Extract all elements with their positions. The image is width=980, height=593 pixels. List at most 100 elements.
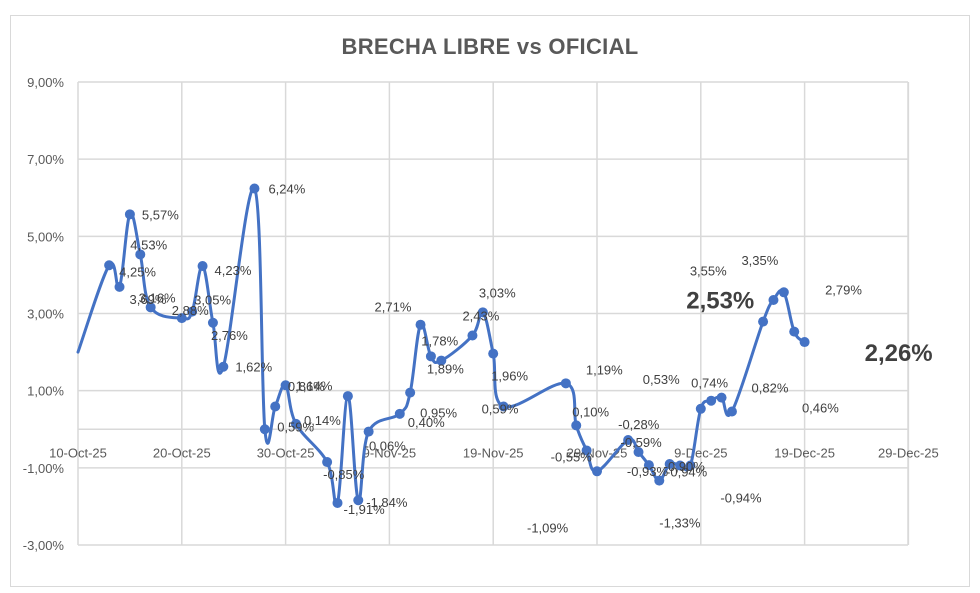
data-label: 2,71% (375, 300, 412, 315)
y-tick-label: -1,00% (23, 461, 65, 476)
data-point (778, 287, 789, 298)
data-label: -0,94% (666, 465, 708, 480)
data-point (675, 460, 686, 471)
data-label: 2,79% (825, 283, 862, 298)
y-tick-label: 5,00% (27, 229, 64, 244)
data-label: 4,23% (215, 263, 252, 278)
y-tick-label: 9,00% (27, 75, 64, 90)
data-point (197, 261, 208, 272)
data-point (706, 395, 717, 406)
data-point (685, 460, 696, 471)
y-tick-label: 7,00% (27, 152, 64, 167)
data-label: 1,62% (235, 360, 272, 375)
data-point (415, 319, 426, 330)
data-point (467, 330, 478, 341)
data-point (176, 313, 187, 324)
data-label: 3,05% (194, 293, 231, 308)
x-tick-label: 20-Oct-25 (153, 445, 211, 460)
data-label: 2,43% (462, 308, 499, 323)
data-labels: 4,25% 3,69% 5,57% 4,53% 3,16%2,88%3,05% 4,23%… (119, 181, 933, 535)
chart-frame (10, 15, 970, 587)
data-point (633, 447, 644, 458)
chart-title: BRECHA LIBRE vs OFICIAL (341, 34, 639, 59)
data-label: -0,06% (365, 439, 407, 454)
data-label: 1,78% (421, 334, 458, 349)
data-point (394, 408, 405, 419)
x-tick-label: 19-Dec-25 (774, 445, 835, 460)
data-label: -0,94% (720, 491, 762, 506)
data-label: -1,84% (366, 495, 408, 510)
data-label: 0,74% (691, 376, 728, 391)
data-label: 2,76% (211, 328, 248, 343)
data-point (280, 380, 291, 391)
data-label: -0,85% (323, 467, 365, 482)
data-point (290, 418, 301, 429)
data-label: 0,10% (572, 404, 609, 419)
y-tick-label: -3,00% (23, 538, 65, 553)
data-point (789, 326, 800, 337)
data-point (592, 466, 602, 477)
data-label: 3,69% (130, 292, 167, 307)
data-markers (104, 183, 810, 508)
data-point (104, 260, 115, 271)
data-point (135, 249, 146, 260)
data-point (799, 337, 810, 348)
x-tick-label: 10-Oct-25 (49, 445, 107, 460)
gridlines (77, 81, 910, 546)
data-label: 0,82% (752, 381, 789, 396)
data-point (249, 183, 260, 194)
data-point (716, 392, 727, 403)
data-label: 0,14% (304, 413, 341, 428)
data-point (560, 378, 571, 389)
data-point (332, 497, 343, 508)
data-label: 3,16% (139, 290, 176, 305)
data-label: 3,03% (479, 285, 516, 300)
data-label: 2,53% (686, 288, 754, 315)
data-label: 1,96% (491, 369, 528, 384)
data-point (270, 401, 281, 412)
data-point (623, 435, 634, 446)
data-label: 3,35% (741, 253, 778, 268)
data-label: 0,53% (643, 372, 680, 387)
data-point (726, 406, 737, 417)
data-point (571, 420, 582, 431)
data-point (477, 307, 488, 318)
data-point (124, 209, 135, 220)
data-point (218, 361, 229, 372)
data-label: 0,46% (802, 401, 839, 416)
data-label: 0,59% (277, 419, 314, 434)
data-point (436, 355, 447, 366)
data-label: 1,19% (586, 362, 623, 377)
data-label: 3,55% (690, 263, 727, 278)
data-point (187, 306, 198, 317)
data-label: -0,90% (664, 459, 706, 474)
data-label: -1,33% (659, 516, 701, 531)
x-axis-ticks: 10-Oct-25 20-Oct-25 30-Oct-25 9-Nov-25 19-No… (49, 445, 939, 460)
data-label: -0,59% (621, 435, 663, 450)
y-axis-ticks: 9,00% 7,00% 5,00% 3,00% 1,00% -1,00% -3,00% (23, 75, 65, 553)
data-point (581, 445, 592, 456)
x-tick-label: 9-Nov-25 (363, 445, 416, 460)
data-label: 4,53% (130, 237, 167, 252)
data-label: 1,14% (296, 378, 333, 393)
data-point (695, 403, 706, 414)
x-tick-label: 29-Dec-25 (878, 445, 939, 460)
data-point (488, 348, 499, 359)
y-tick-label: 1,00% (27, 384, 64, 399)
data-point (425, 351, 436, 362)
data-point (768, 294, 779, 305)
data-point (259, 424, 270, 435)
data-point (353, 495, 364, 506)
x-tick-label: 19-Nov-25 (463, 445, 524, 460)
data-label: 1,89% (427, 361, 464, 376)
y-tick-label: 3,00% (27, 307, 64, 322)
data-point (654, 475, 665, 486)
data-label: 5,57% (142, 207, 179, 222)
data-point (643, 460, 654, 471)
data-label: 0,95% (420, 406, 457, 421)
data-point (664, 458, 675, 469)
data-label: 0,86% (288, 379, 325, 394)
data-point (342, 391, 353, 402)
data-label: -1,91% (344, 502, 386, 517)
